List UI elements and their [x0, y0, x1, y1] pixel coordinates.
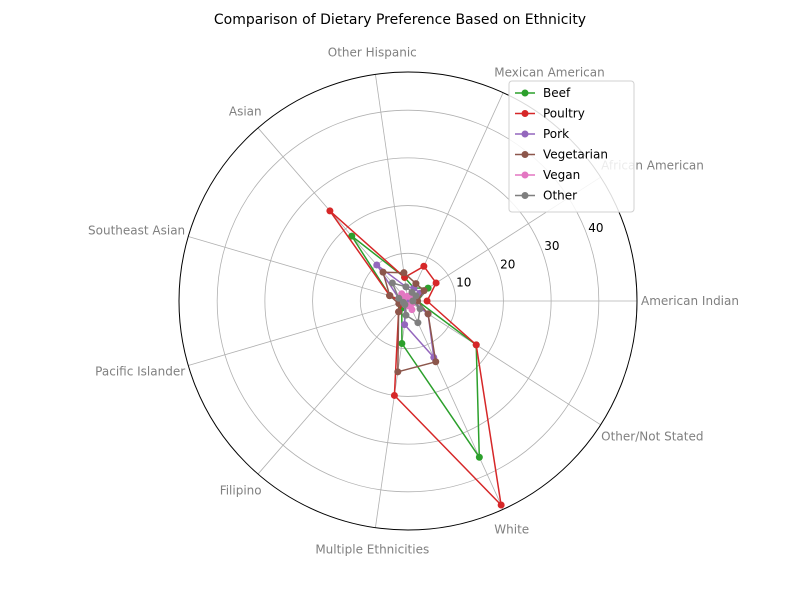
- polar-frame: [178, 71, 638, 531]
- data-point: [416, 305, 424, 313]
- radial-tick-label: 40: [588, 221, 603, 235]
- legend-label: Vegan: [543, 168, 580, 182]
- data-point: [379, 268, 387, 276]
- radial-tick-label: 30: [544, 239, 559, 253]
- category-label: Asian: [229, 104, 262, 118]
- data-point: [348, 232, 356, 240]
- data-point: [420, 262, 428, 270]
- radial-tick-label: 20: [500, 257, 515, 271]
- chart-title: Comparison of Dietary Preference Based o…: [214, 12, 586, 28]
- data-point: [408, 288, 416, 296]
- data-point: [390, 391, 398, 399]
- legend-label: Other: [543, 189, 577, 203]
- angular-gridline: [375, 300, 409, 528]
- series-poultry: [326, 207, 505, 509]
- legend: Beef Poultry Pork Vegetarian Vegan Other: [508, 80, 635, 213]
- angular-gridline: [375, 74, 409, 302]
- category-label: White: [494, 522, 529, 536]
- legend-box: [508, 80, 635, 213]
- data-point: [402, 283, 410, 291]
- legend-label: Vegetarian: [543, 148, 608, 162]
- angular-gridline: [257, 300, 409, 475]
- legend-swatch-marker: [521, 171, 529, 179]
- data-point: [395, 308, 403, 316]
- data-point: [395, 294, 403, 302]
- data-point: [401, 301, 409, 309]
- category-label: Filipino: [220, 484, 262, 498]
- data-point: [398, 340, 406, 348]
- category-label: Multiple Ethnicities: [315, 542, 429, 556]
- data-point: [394, 368, 402, 376]
- angular-gridline: [407, 300, 601, 426]
- data-point: [420, 287, 428, 295]
- series-other: [388, 279, 424, 327]
- data-point: [432, 279, 440, 287]
- category-label: Southeast Asian: [88, 223, 185, 237]
- data-point: [386, 292, 394, 300]
- angular-gridline: [407, 92, 504, 302]
- data-point: [432, 358, 440, 366]
- angular-gridline: [407, 300, 504, 510]
- radar-series: [326, 207, 505, 509]
- data-point: [412, 280, 420, 288]
- legend-label: Beef: [543, 86, 571, 100]
- legend-swatch-marker: [521, 130, 529, 138]
- legend-swatch-marker: [521, 89, 529, 97]
- series-line: [329, 210, 502, 506]
- category-label: Mexican American: [494, 66, 604, 80]
- category-label: Pacific Islander: [95, 365, 185, 379]
- data-point: [400, 269, 408, 277]
- legend-label: Poultry: [543, 107, 585, 121]
- legend-swatch-marker: [521, 151, 529, 158]
- angular-gridline: [188, 300, 409, 366]
- data-point: [373, 261, 381, 269]
- data-point: [472, 341, 480, 349]
- data-point: [326, 207, 334, 215]
- data-point: [408, 306, 416, 314]
- series-vegetarian: [379, 268, 440, 376]
- radial-tick-label: 10: [456, 276, 471, 290]
- legend-swatch-marker: [521, 110, 529, 117]
- data-point: [497, 501, 505, 509]
- data-point: [414, 319, 422, 327]
- data-point: [409, 297, 417, 305]
- data-point: [402, 311, 410, 319]
- category-label: Other Hispanic: [328, 46, 417, 60]
- data-point: [388, 279, 396, 287]
- data-point: [401, 321, 409, 329]
- category-label: Other/Not Stated: [601, 430, 703, 444]
- legend-label: Pork: [543, 127, 569, 141]
- data-point: [475, 453, 483, 461]
- angular-gridline: [188, 236, 409, 302]
- category-label: American Indian: [641, 294, 739, 308]
- legend-swatch-marker: [521, 192, 529, 199]
- data-point: [424, 310, 432, 318]
- data-point: [423, 297, 431, 305]
